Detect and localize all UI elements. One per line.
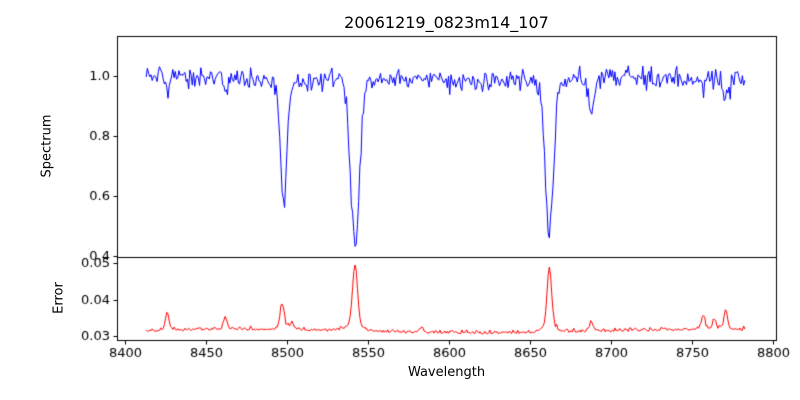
y-axis-label-error: Error: [51, 282, 67, 314]
y-axis-label-spectrum: Spectrum: [39, 114, 55, 178]
chart-title: 20061219_0823m14_107: [344, 13, 549, 32]
x-axis-label: Wavelength: [407, 365, 486, 380]
